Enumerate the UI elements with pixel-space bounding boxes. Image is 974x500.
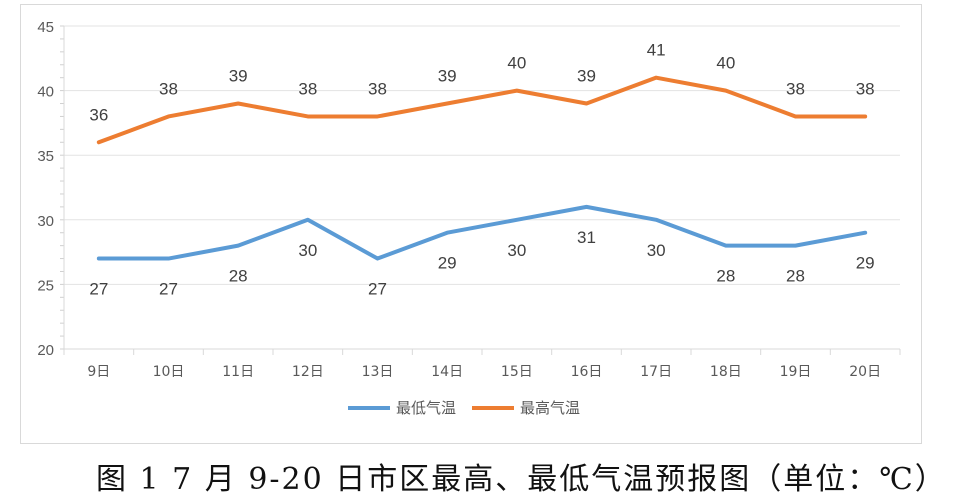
x-tick-label: 20日	[849, 364, 881, 380]
y-tick-label: 45	[37, 19, 54, 36]
line-chart: 20 25 30 35 40 45 9日 10日 11日 12日 13日 14日 15日 16日 17日 18…	[37, 19, 901, 417]
data-label: 38	[856, 79, 875, 98]
x-tick-label: 16日	[571, 364, 603, 380]
x-tick-label: 18日	[710, 364, 742, 380]
data-label: 40	[507, 54, 526, 73]
data-label: 30	[298, 241, 317, 260]
figure-caption: 图 1 7 月 9-20 日市区最高、最低气温预报图（单位：℃）	[96, 462, 947, 497]
data-label: 31	[577, 228, 596, 247]
legend-label: 最低气温	[396, 399, 456, 417]
series-line	[96, 75, 868, 145]
x-tick-label: 12日	[292, 364, 324, 380]
data-label: 40	[716, 54, 735, 73]
y-tick-label: 25	[37, 277, 54, 294]
x-tick-label: 9日	[87, 364, 110, 380]
data-label: 41	[647, 41, 666, 60]
data-label: 39	[229, 67, 248, 86]
series-line	[96, 204, 868, 261]
data-label: 38	[368, 79, 387, 98]
x-tick-label: 13日	[362, 364, 394, 380]
data-label: 30	[507, 241, 526, 260]
data-label: 38	[298, 79, 317, 98]
y-tick-label: 35	[37, 148, 54, 165]
x-tick-label: 11日	[222, 364, 254, 380]
data-label: 28	[786, 267, 805, 286]
data-label: 29	[856, 254, 875, 273]
data-label: 36	[89, 105, 108, 124]
data-label: 28	[716, 267, 735, 286]
y-tick-label: 30	[37, 213, 54, 230]
data-label: 30	[647, 241, 666, 260]
y-tick-label: 40	[37, 84, 54, 101]
chart-frame	[20, 4, 922, 444]
x-tick-label: 10日	[153, 364, 185, 380]
data-label: 38	[786, 79, 805, 98]
legend-label: 最高气温	[520, 399, 580, 417]
x-tick-label: 17日	[640, 364, 672, 380]
y-tick-label: 20	[37, 342, 54, 359]
x-tick-label: 14日	[431, 364, 463, 380]
data-label: 29	[438, 254, 457, 273]
data-label: 27	[159, 280, 178, 299]
data-label: 39	[577, 67, 596, 86]
data-label: 39	[438, 67, 457, 86]
data-label: 27	[89, 280, 108, 299]
data-label: 38	[159, 79, 178, 98]
x-tick-label: 15日	[501, 364, 533, 380]
x-tick-label: 19日	[780, 364, 812, 380]
data-label: 27	[368, 280, 387, 299]
data-label: 28	[229, 267, 248, 286]
